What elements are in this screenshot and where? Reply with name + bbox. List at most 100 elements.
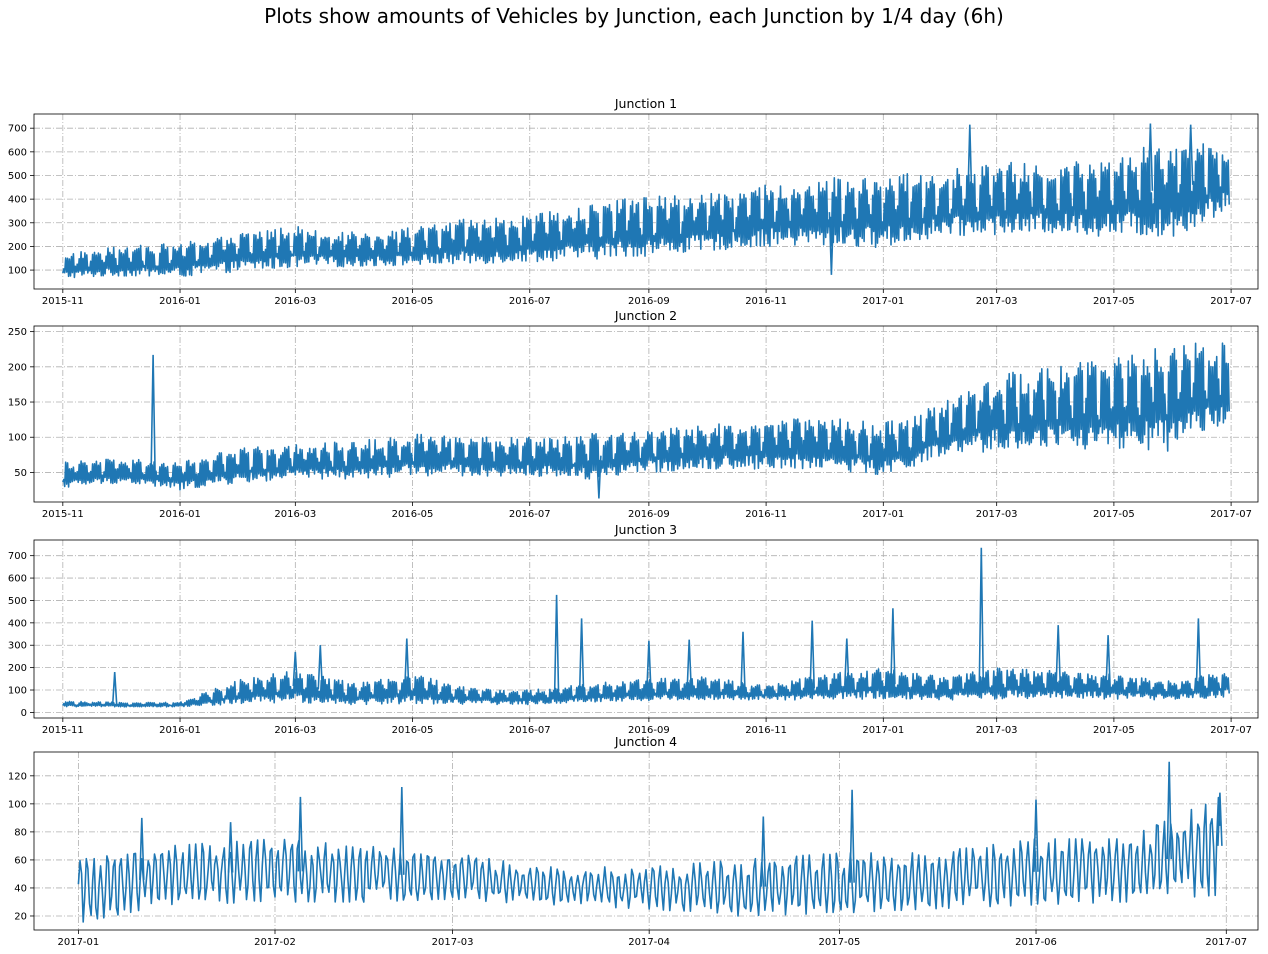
- y-tick-label: 100: [8, 686, 27, 697]
- x-tick-label: 2017-05: [1093, 296, 1135, 307]
- x-tick-label: 2017-07: [1210, 725, 1252, 736]
- axes-frame: [33, 751, 1259, 931]
- series-spike: [1105, 635, 1111, 687]
- x-tick-label: 2016-05: [392, 296, 434, 307]
- y-tick-label: 20: [14, 911, 27, 922]
- x-tick-label: 2017-07: [1210, 296, 1252, 307]
- x-tick-label: 2017-02: [254, 937, 296, 948]
- x-tick-label: 2015-11: [42, 725, 84, 736]
- x-tick-label: 2017-01: [862, 509, 904, 520]
- figure-suptitle: Plots show amounts of Vehicles by Juncti…: [264, 4, 1004, 28]
- series-spike: [1187, 124, 1194, 185]
- y-tick-label: 120: [8, 771, 27, 782]
- series-spike: [596, 455, 602, 499]
- x-tick-label: 2016-03: [274, 725, 316, 736]
- x-tick-label: 2016-11: [745, 509, 787, 520]
- y-tick-label: 500: [8, 596, 27, 607]
- series-spike: [317, 645, 324, 690]
- y-tick-label: 40: [14, 883, 27, 894]
- y-tick-label: 0: [21, 708, 27, 719]
- series-spike: [844, 638, 850, 686]
- x-tick-label: 2017-05: [1093, 725, 1135, 736]
- series-line: [62, 667, 1230, 708]
- x-tick-label: 2017-06: [1015, 937, 1057, 948]
- series-spike: [1033, 799, 1039, 872]
- x-tick-label: 2017-01: [862, 725, 904, 736]
- y-tick-label: 700: [8, 124, 27, 135]
- x-tick-label: 2017-07: [1205, 937, 1247, 948]
- series-spike: [1166, 761, 1172, 860]
- x-tick-label: 2017-01: [57, 937, 99, 948]
- y-tick-label: 200: [8, 663, 27, 674]
- series-spike: [227, 822, 234, 873]
- series-spike: [1147, 123, 1154, 191]
- series-spike: [1055, 625, 1061, 684]
- series-line: [77, 796, 1221, 923]
- series-spike: [139, 817, 145, 880]
- y-tick-label: 60: [14, 855, 27, 866]
- x-tick-label: 2017-04: [628, 937, 670, 948]
- x-tick-label: 2015-11: [42, 296, 84, 307]
- x-tick-label: 2016-09: [628, 296, 670, 307]
- y-tick-label: 400: [8, 618, 27, 629]
- x-tick-label: 2017-01: [862, 296, 904, 307]
- series-spike: [292, 651, 299, 687]
- series-spike: [849, 789, 855, 883]
- x-tick-label: 2017-03: [976, 296, 1018, 307]
- series-spike: [890, 608, 896, 685]
- x-tick-label: 2016-01: [159, 296, 201, 307]
- series-spike: [399, 786, 405, 875]
- x-tick-label: 2017-05: [1093, 509, 1135, 520]
- y-tick-label: 100: [8, 799, 27, 810]
- x-tick-label: 2016-07: [509, 296, 551, 307]
- y-tick-label: 80: [14, 827, 27, 838]
- x-tick-label: 2016-09: [628, 509, 670, 520]
- y-tick-label: 250: [8, 327, 27, 338]
- x-tick-label: 2016-11: [745, 725, 787, 736]
- chart-panel-1: Junction 1 2015-11 2016-01 2016-03 2016-05 20…: [8, 96, 1259, 307]
- series-spike: [553, 594, 560, 696]
- y-tick-label: 300: [8, 641, 27, 652]
- x-tick-label: 2017-07: [1210, 509, 1252, 520]
- series-line: [62, 143, 1230, 279]
- series-spike: [646, 640, 652, 691]
- y-tick-label: 50: [14, 468, 27, 479]
- y-tick-label: 200: [8, 242, 27, 253]
- series-spike: [1217, 792, 1223, 846]
- series-line: [62, 342, 1230, 491]
- y-tick-label: 400: [8, 195, 27, 206]
- series-spike: [686, 639, 692, 689]
- axes-frame: [33, 113, 1259, 290]
- series-spike: [978, 547, 985, 685]
- x-tick-label: 2016-01: [159, 725, 201, 736]
- axes-frame: [33, 325, 1259, 503]
- chart-title: Junction 4: [614, 734, 677, 749]
- y-tick-label: 200: [8, 362, 27, 373]
- chart-title: Junction 2: [614, 308, 677, 323]
- y-tick-label: 600: [8, 574, 27, 585]
- x-tick-label: 2016-07: [509, 725, 551, 736]
- chart-title: Junction 3: [614, 522, 677, 537]
- series-spike: [297, 796, 304, 872]
- x-tick-label: 2017-03: [976, 509, 1018, 520]
- series-spike: [760, 816, 767, 887]
- x-tick-label: 2016-09: [628, 725, 670, 736]
- x-tick-label: 2017-03: [976, 725, 1018, 736]
- chart-panel-2: Junction 2 2015-11 2016-01 2016-03 2016-05 20…: [8, 308, 1259, 520]
- series-spike: [740, 631, 746, 692]
- series-spike: [111, 672, 118, 705]
- x-tick-label: 2016-11: [745, 296, 787, 307]
- x-tick-label: 2015-11: [42, 509, 84, 520]
- axes-frame: [33, 539, 1259, 719]
- y-tick-label: 700: [8, 551, 27, 562]
- y-tick-label: 600: [8, 147, 27, 158]
- x-tick-label: 2016-05: [392, 509, 434, 520]
- series-spike: [578, 618, 585, 694]
- series-spike: [404, 638, 410, 690]
- series-spike: [150, 354, 156, 474]
- x-tick-label: 2016-01: [159, 509, 201, 520]
- chart-panel-3: Junction 3 2015-11 2016-01 2016-03 2016-05 20…: [8, 522, 1259, 736]
- series-spike: [809, 620, 815, 689]
- x-tick-label: 2016-03: [274, 509, 316, 520]
